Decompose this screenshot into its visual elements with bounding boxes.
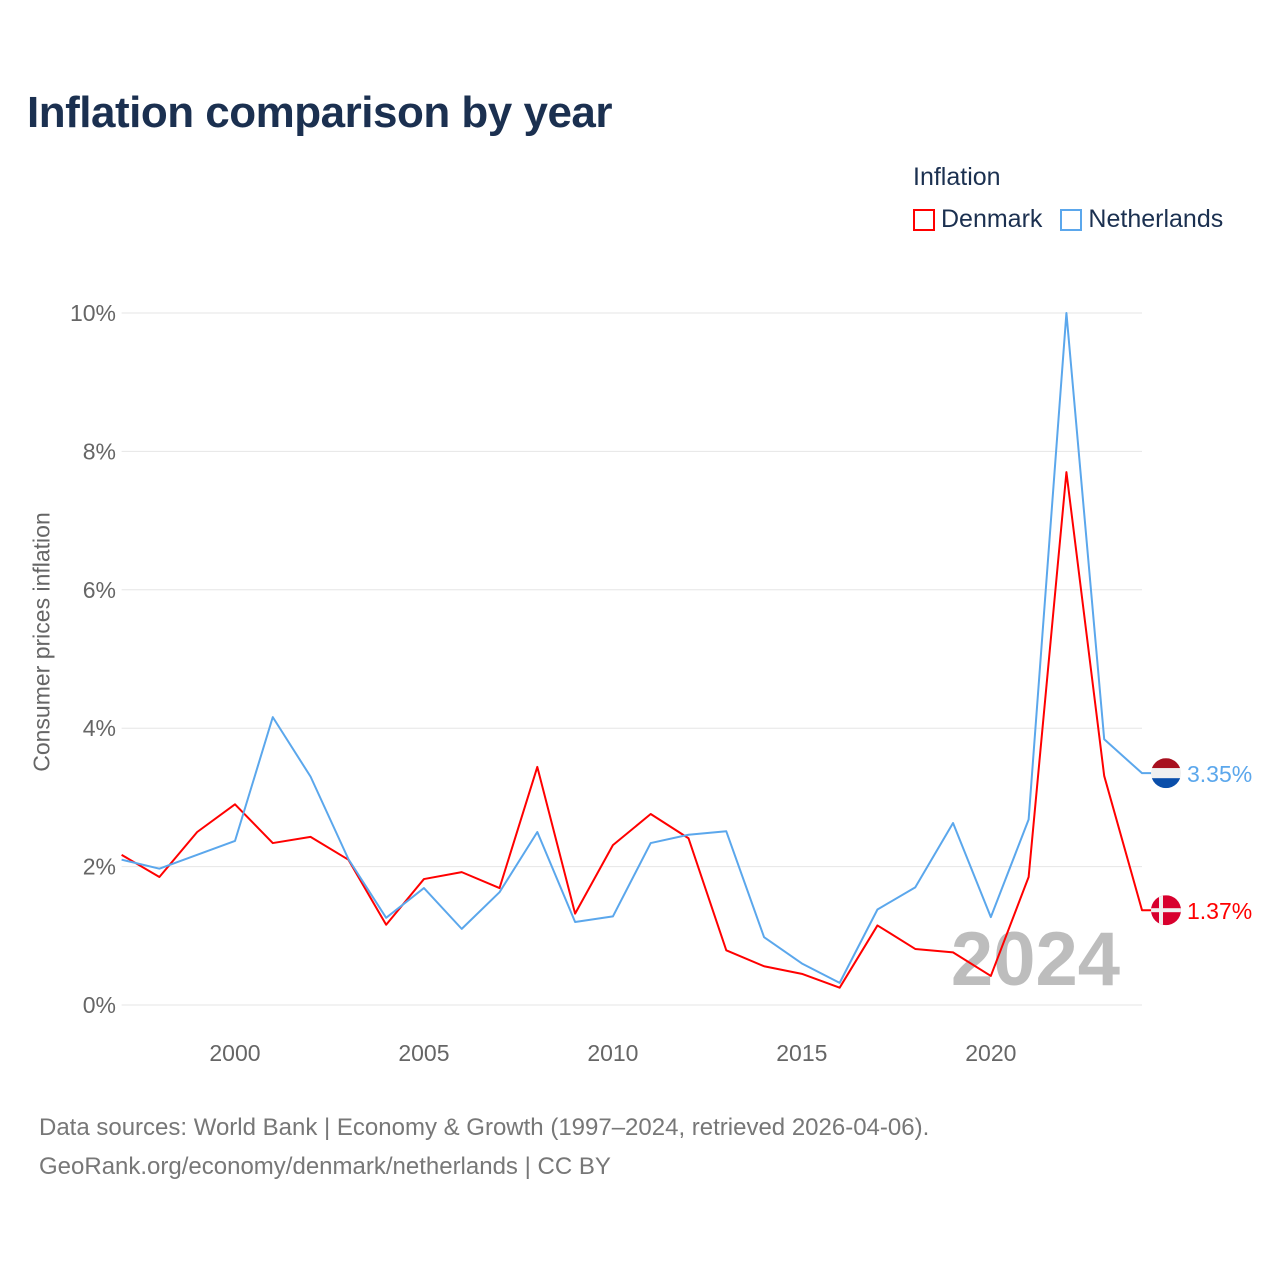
x-tick-label: 2000 [209, 1040, 260, 1066]
y-tick-label: 0% [83, 992, 116, 1018]
page-title: Inflation comparison by year [27, 88, 613, 137]
end-value-label-denmark: 1.37% [1187, 898, 1252, 924]
source-line-1: Data sources: World Bank | Economy & Gro… [39, 1114, 930, 1141]
series-line-denmark [121, 471, 1152, 989]
legend-item-denmark[interactable]: Denmark [913, 205, 1042, 234]
x-tick-label: 2015 [776, 1040, 827, 1066]
legend-label-denmark: Denmark [941, 205, 1043, 233]
y-tick-label: 8% [83, 438, 116, 464]
x-tick-label: 2005 [398, 1040, 449, 1066]
legend-swatch-netherlands [1060, 208, 1083, 231]
legend-swatch-denmark [913, 208, 935, 231]
series-line-netherlands [121, 312, 1152, 984]
x-tick-label: 2020 [965, 1040, 1016, 1066]
end-value-label-netherlands: 3.35% [1187, 761, 1252, 787]
year-watermark: 2024 [951, 917, 1120, 1002]
y-tick-label: 10% [70, 300, 116, 326]
denmark-flag-icon [1151, 895, 1181, 926]
source-line-2[interactable]: GeoRank.org/economy/denmark/netherlands … [39, 1153, 611, 1180]
x-tick-label: 2010 [587, 1040, 638, 1066]
legend: Denmark Netherlands [913, 205, 1223, 234]
legend-title: Inflation [913, 163, 1001, 191]
source-note: Data sources: World Bank | Economy & Gro… [39, 1108, 929, 1186]
y-tick-label: 6% [83, 577, 116, 603]
y-tick-label: 4% [83, 715, 116, 741]
netherlands-flag-icon [1151, 758, 1181, 789]
legend-label-netherlands: Netherlands [1088, 205, 1224, 233]
y-tick-label: 2% [83, 854, 116, 880]
legend-item-netherlands[interactable]: Netherlands [1060, 205, 1223, 234]
